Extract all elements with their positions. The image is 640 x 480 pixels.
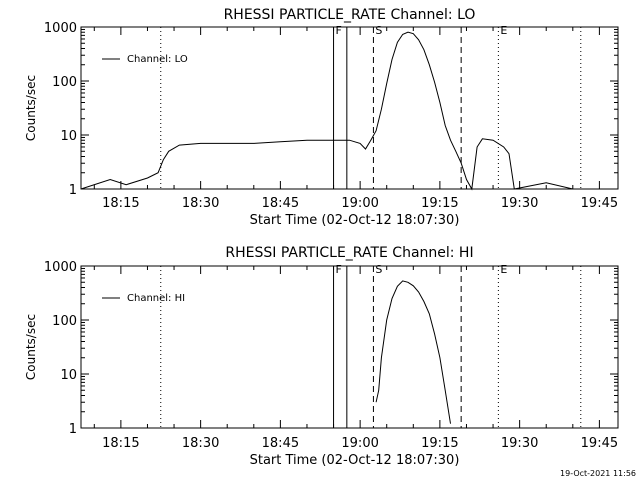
x-tick-label: 19:00 — [341, 436, 378, 451]
series-line — [80, 31, 618, 191]
y-tick-label: 1 — [69, 183, 77, 198]
y-tick-label: 100 — [52, 314, 77, 329]
x-tick-label: 18:30 — [182, 436, 219, 451]
x-tick-label: 19:00 — [341, 196, 378, 211]
y-tick-label: 1 — [69, 422, 77, 437]
x-tick-label: 18:15 — [102, 436, 139, 451]
x-tick-label: 19:45 — [581, 436, 618, 451]
x-tick-label: 18:45 — [262, 436, 299, 451]
x-axis-label: Start Time (02-Oct-12 18:07:30) — [250, 213, 460, 228]
y-axis-label: Counts/sec — [24, 75, 38, 141]
x-tick-label: 19:15 — [421, 436, 458, 451]
x-tick-label: 19:15 — [421, 196, 458, 211]
event-marker-label: E — [500, 24, 507, 37]
lo-channel-panel: RHESSI PARTICLE_RATE Channel: LO Start Ti… — [24, 7, 619, 228]
x-axis-label: Start Time (02-Oct-12 18:07:30) — [250, 453, 460, 468]
plot-frame — [80, 26, 619, 190]
event-marker-label: E — [500, 263, 507, 276]
x-tick-label: 18:45 — [262, 196, 299, 211]
y-tick-label: 100 — [52, 75, 77, 90]
chart-title: RHESSI PARTICLE_RATE Channel: LO — [224, 7, 476, 23]
hi-channel-panel: RHESSI PARTICLE_RATE Channel: HI Start Ti… — [24, 245, 619, 468]
x-tick-label: 19:30 — [501, 196, 538, 211]
plot-frame — [80, 265, 619, 429]
y-tick-label: 10 — [60, 368, 77, 383]
legend-label: Channel: HI — [127, 293, 185, 304]
x-tick-label: 18:15 — [102, 196, 139, 211]
event-marker-label: F — [336, 263, 342, 276]
event-marker-label: F — [336, 24, 342, 37]
series-line — [375, 280, 451, 424]
y-tick-label: 1000 — [44, 21, 77, 36]
event-marker-label: S — [375, 24, 382, 37]
chart-title: RHESSI PARTICLE_RATE Channel: HI — [225, 245, 473, 261]
event-marker-label: S — [375, 263, 382, 276]
footer-timestamp: 19-Oct-2021 11:56 — [560, 469, 636, 478]
x-tick-label: 19:45 — [581, 196, 618, 211]
y-axis-label: Counts/sec — [24, 314, 38, 380]
y-tick-label: 1000 — [44, 260, 77, 275]
x-tick-label: 18:30 — [182, 196, 219, 211]
x-tick-label: 19:30 — [501, 436, 538, 451]
legend-label: Channel: LO — [127, 54, 188, 65]
y-tick-label: 10 — [60, 129, 77, 144]
